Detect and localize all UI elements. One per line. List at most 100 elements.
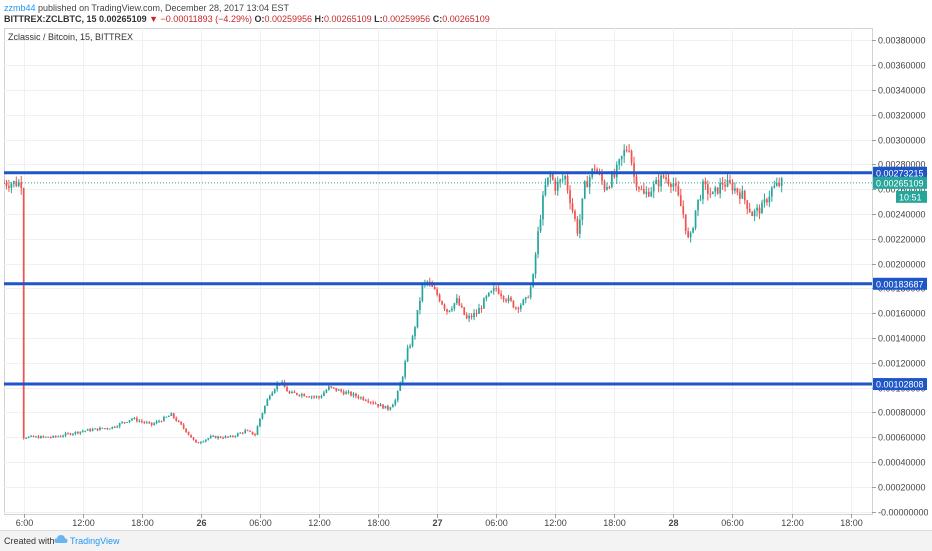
candle-body — [111, 426, 114, 429]
chart-area[interactable]: 0.00380000 0.00360000 0.00340000 0.00320000… — [4, 28, 928, 532]
candle-body — [54, 435, 57, 437]
candle-body — [615, 164, 618, 178]
candle-body — [391, 404, 394, 408]
author-link[interactable]: zzmb44 — [4, 3, 36, 13]
candle-body — [94, 428, 96, 430]
candle-body — [300, 394, 303, 396]
candle-body — [507, 297, 510, 302]
tradingview-link[interactable]: TradingView — [70, 536, 120, 546]
candle-body — [325, 390, 328, 393]
candle-body — [350, 391, 352, 396]
y-tick-label: 0.00040000 — [878, 458, 926, 468]
x-tick-label: 18:00 — [840, 518, 863, 528]
candle-body — [180, 421, 183, 425]
candle-body — [761, 202, 763, 214]
candle-body — [182, 424, 185, 429]
candle-body — [453, 303, 456, 309]
candle-body — [52, 435, 55, 438]
candle-body — [579, 219, 581, 234]
candle-body — [187, 432, 190, 435]
candle-body — [475, 312, 478, 314]
low-value: 0.00259956 — [382, 14, 431, 24]
candle-body — [711, 191, 714, 195]
candle-body — [291, 391, 293, 394]
candle-body — [254, 434, 256, 436]
candle-body — [775, 182, 778, 186]
x-tick-label: 06:00 — [249, 518, 272, 528]
low-label: L: — [374, 14, 383, 24]
candle-body — [478, 307, 480, 314]
candle-body — [219, 436, 222, 438]
high-label: H: — [314, 14, 325, 24]
candle-body — [527, 297, 530, 299]
candle-body — [369, 401, 372, 403]
candle-body — [318, 396, 320, 398]
chart-title: Zclassic / Bitcoin, 15, BITTREX — [8, 32, 133, 42]
candle-body — [399, 383, 402, 391]
candle-body — [611, 173, 613, 188]
candle-body — [758, 207, 761, 214]
publish-text: published on TradingView.com, December 2… — [38, 3, 290, 13]
candle-body — [170, 413, 173, 416]
candle-body — [763, 199, 766, 203]
candle-body — [741, 190, 744, 199]
y-tick-label: 0.00340000 — [878, 86, 926, 96]
candle-body — [662, 175, 665, 178]
publish-info: zzmb44 published on TradingView.com, Dec… — [4, 3, 289, 13]
candle-body — [313, 396, 315, 398]
candle-body — [404, 361, 407, 377]
candle-body — [401, 376, 404, 384]
candle-body — [155, 421, 158, 424]
candle-body — [293, 391, 296, 393]
candle-body — [288, 391, 291, 394]
close-value: 0.00265109 — [442, 14, 490, 24]
x-tick-label: 26 — [196, 518, 206, 528]
candle-body — [608, 187, 611, 189]
candle-body — [377, 404, 379, 407]
candle-body — [101, 427, 104, 429]
y-tick-label: 0.00220000 — [878, 235, 926, 245]
last-price-tag — [873, 176, 927, 189]
level-price-label: 0.00273215 — [876, 168, 924, 178]
countdown-tag — [896, 190, 927, 203]
candle-body — [630, 150, 633, 164]
price-chart[interactable]: 0.00380000 0.00360000 0.00340000 0.00320000… — [4, 28, 928, 532]
candle-body — [394, 400, 397, 405]
y-tick-label: 0.00360000 — [878, 61, 926, 71]
candle-body — [335, 387, 338, 391]
candle-body — [320, 395, 323, 398]
candle-body — [99, 427, 101, 431]
candle-body — [212, 435, 215, 437]
candle-body — [190, 434, 192, 438]
candle-body — [561, 179, 564, 181]
candle-body — [559, 179, 562, 182]
candle-body — [374, 403, 377, 405]
candle-body — [603, 181, 606, 190]
candle-body — [244, 430, 247, 433]
candle-body — [86, 429, 89, 431]
candle-body — [438, 294, 441, 302]
candle-body — [542, 195, 544, 220]
candle-body — [128, 420, 131, 423]
candle-body — [672, 183, 675, 187]
candle-body — [222, 437, 224, 439]
candle-body — [670, 184, 672, 187]
candle-body — [426, 281, 429, 283]
candle-body — [32, 435, 35, 438]
candle-body — [69, 433, 72, 435]
y-tick-label: 0.00300000 — [878, 136, 926, 146]
candle-body — [537, 231, 539, 255]
candle-body — [586, 181, 589, 188]
candle-body — [458, 298, 461, 306]
candle-body — [364, 400, 367, 402]
candle-body — [566, 175, 569, 191]
candle-body — [753, 210, 756, 217]
candle-body — [192, 437, 195, 440]
candle-body — [623, 149, 626, 157]
candle-body — [372, 402, 375, 404]
candle-body — [305, 396, 308, 398]
candle-body — [337, 389, 340, 391]
candle-body — [261, 413, 264, 419]
candle-body — [419, 300, 421, 311]
candle-body — [268, 395, 271, 400]
